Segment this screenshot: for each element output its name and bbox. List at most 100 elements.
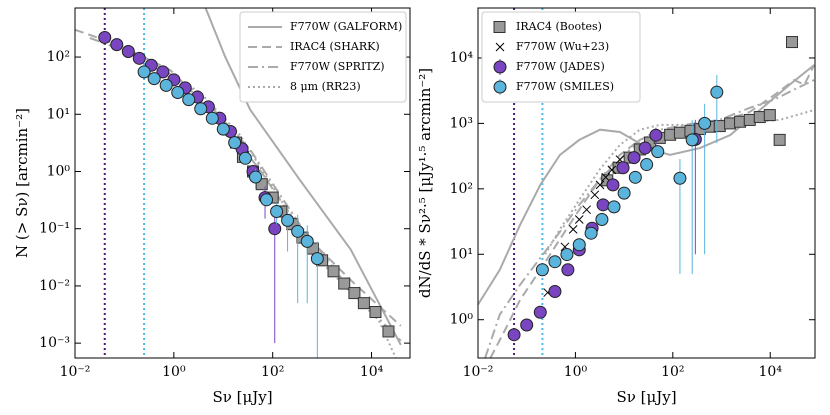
square-point (773, 133, 786, 146)
legend-marker (493, 60, 507, 74)
circle-point (228, 136, 242, 150)
legend-label: F770W (SPRITZ) (290, 60, 385, 73)
x-tick-label: 10⁰ (162, 364, 186, 380)
y-tick-label: 10² (47, 49, 70, 65)
square-point (743, 113, 756, 126)
circle-point (561, 263, 575, 277)
circle-point (238, 151, 252, 165)
circle-point (616, 161, 630, 175)
circle-point (698, 116, 712, 130)
legend-marker (493, 80, 507, 94)
y-axis-label: dN/dS * Sν²·⁵ [μJy¹·⁵ arcmin⁻²] (416, 68, 434, 298)
x-tick-label: 10⁴ (759, 364, 783, 380)
circle-point (673, 171, 687, 185)
cross-point (607, 165, 617, 175)
y-tick-label: 10⁻¹ (39, 221, 70, 237)
circle-point (216, 122, 230, 136)
x-axis-label: Sν [μJy] (616, 388, 676, 406)
y-axis-label: N (> Sν) [arcmin⁻²] (13, 108, 31, 258)
square-point (673, 126, 686, 139)
y-tick-label: 10⁴ (450, 50, 474, 66)
circle-point (640, 158, 654, 172)
cross-point (595, 180, 605, 190)
circle-point (628, 170, 642, 184)
legend-label: F770W (SMILES) (516, 80, 614, 93)
circle-point (617, 186, 631, 200)
cross-point (590, 190, 600, 200)
circle-point (572, 238, 586, 252)
circle-point (606, 178, 620, 192)
x-tick-label: 10⁰ (564, 364, 588, 380)
circle-point (132, 51, 146, 65)
circle-point (182, 93, 196, 107)
square-point (713, 120, 726, 133)
legend-box (481, 11, 641, 103)
circle-point (638, 141, 652, 155)
x-tick-label: 10² (261, 364, 284, 380)
x-axis-label: Sν [μJy] (212, 388, 272, 406)
y-tick-label: 10¹ (450, 246, 473, 262)
square-point (753, 111, 766, 124)
circle-point (156, 65, 170, 79)
square-point (338, 277, 351, 290)
circle-point (710, 85, 724, 99)
circle-point (607, 200, 621, 214)
circle-point (110, 38, 124, 52)
circle-point (171, 86, 185, 100)
cross-point (582, 205, 591, 215)
y-tick-label: 10⁻² (39, 278, 70, 294)
square-point (327, 265, 340, 278)
panel: 10⁻² 10⁰ 10² 10⁴ 10⁰ 10¹ 10² 10³ 10⁴ Sν [μJy] dN/d… (416, 7, 816, 406)
circle-point (270, 204, 284, 218)
y-tick-label: 10¹ (47, 106, 70, 122)
square-point (724, 117, 737, 130)
plot-area (478, 8, 815, 358)
square-point (763, 109, 776, 122)
legend-label: 8 μm (RR23) (290, 80, 361, 93)
legend-label: F770W (GALFORM) (290, 20, 402, 33)
cross-point (574, 215, 584, 224)
circle-point (548, 284, 562, 298)
circle-point (98, 30, 112, 44)
y-tick-label: 10² (450, 181, 473, 197)
legend-label: F770W (JADES) (516, 60, 605, 73)
x-tick-label: 10⁴ (360, 364, 384, 380)
square-point (357, 297, 370, 310)
square-point (382, 325, 395, 338)
circle-point (651, 145, 665, 159)
x-tick-label: 10² (661, 364, 684, 380)
legend-box (239, 11, 407, 103)
legend-marker (493, 21, 506, 33)
legend-label: F770W (Wu+23) (516, 40, 609, 53)
legend-label: IRAC4 (SHARK) (290, 40, 380, 53)
circle-point (595, 212, 609, 226)
circle-point (268, 222, 282, 236)
legend-marker (495, 42, 505, 52)
circle-point (121, 45, 135, 59)
circle-point (159, 78, 173, 92)
circle-point (310, 252, 324, 266)
y-tick-label: 10⁻³ (39, 335, 70, 351)
circle-point (205, 111, 219, 125)
square-point (369, 306, 382, 319)
x-tick-label: 10⁻² (60, 364, 91, 380)
circle-point (507, 328, 521, 342)
circle-point (260, 193, 274, 207)
plot-area (75, 8, 402, 358)
cross-point (568, 225, 578, 234)
circle-point (281, 213, 295, 227)
circle-point (300, 234, 314, 248)
circle-point (560, 248, 574, 262)
legend-label: IRAC4 (Bootes) (516, 20, 602, 33)
circle-point (535, 263, 549, 277)
square-point (348, 287, 361, 300)
circle-point (548, 255, 562, 269)
axes-frame (477, 7, 816, 359)
circle-point (533, 305, 547, 319)
model-line (204, 8, 402, 346)
square-point (786, 36, 799, 49)
circle-point (249, 170, 263, 184)
y-tick-label: 10⁰ (450, 312, 474, 328)
cross-point (601, 172, 611, 182)
